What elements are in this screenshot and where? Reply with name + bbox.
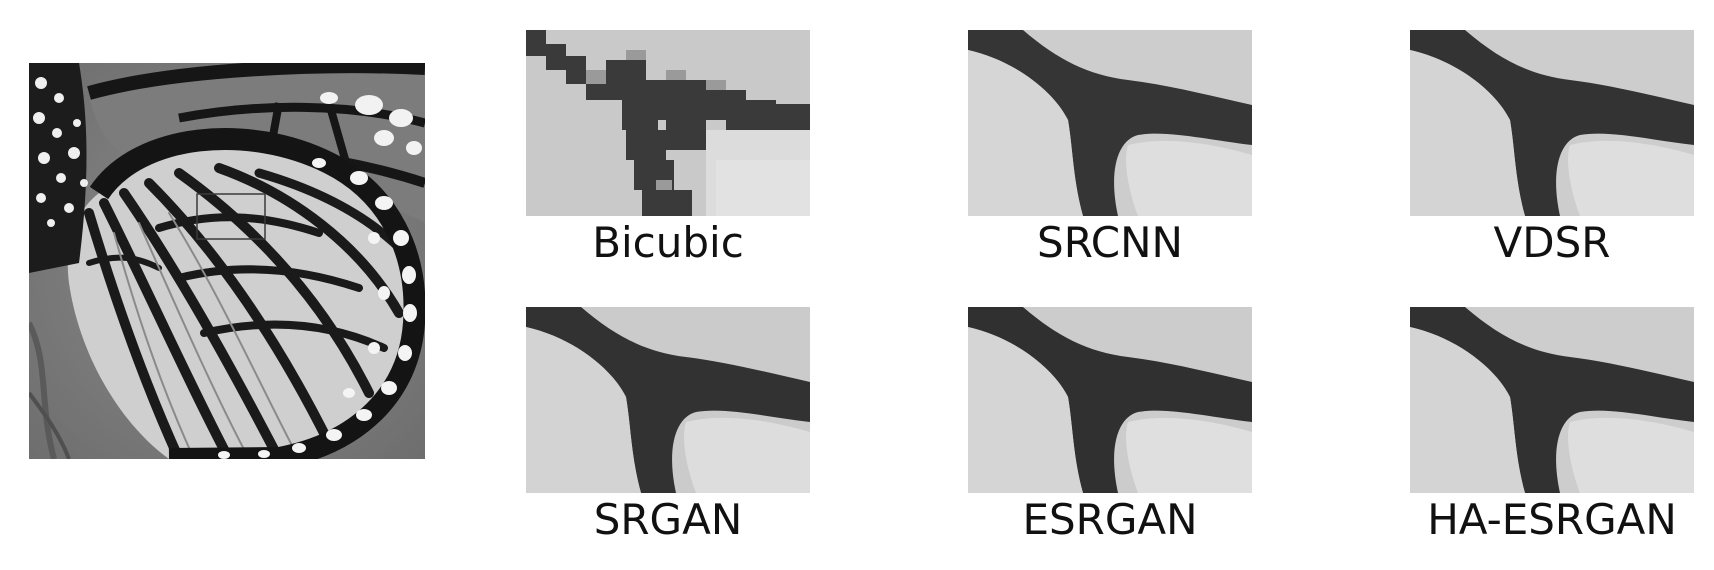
crop-label-vdsr: VDSR xyxy=(1493,218,1611,267)
crop-vdsr-image xyxy=(1410,30,1694,216)
crop-bicubic-image xyxy=(526,30,810,216)
crop-label-ha-esrgan: HA-ESRGAN xyxy=(1427,495,1677,544)
crop-label-srcnn: SRCNN xyxy=(1037,218,1183,267)
butterfly-source-image xyxy=(29,63,425,459)
crop-srcnn-image xyxy=(968,30,1252,216)
crop-srgan-image xyxy=(526,307,810,493)
crop-label-bicubic: Bicubic xyxy=(592,218,744,267)
crop-esrgan-image xyxy=(968,307,1252,493)
crop-ha-esrgan-image xyxy=(1410,307,1694,493)
crop-label-esrgan: ESRGAN xyxy=(1022,495,1198,544)
crop-label-srgan: SRGAN xyxy=(593,495,743,544)
